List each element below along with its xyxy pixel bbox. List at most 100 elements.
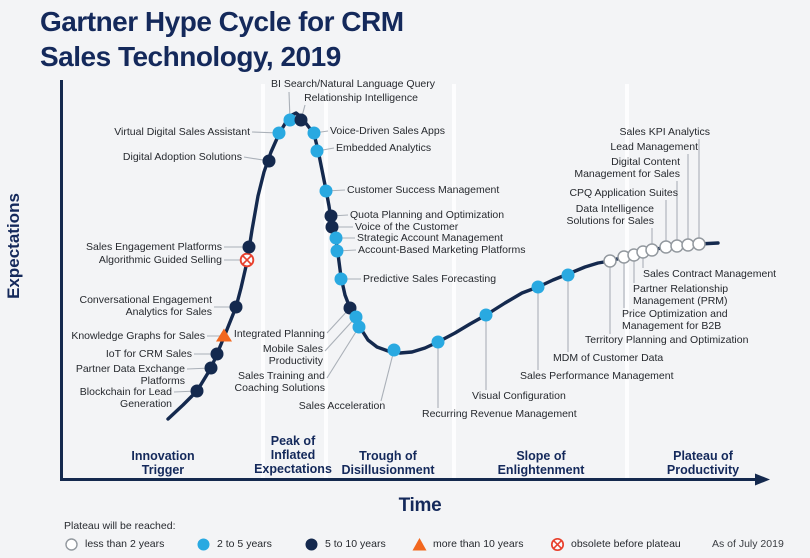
- point-marker-iot-for-crm-sales: [210, 347, 224, 361]
- point-marker-algorithmic-guided-selling: [242, 255, 252, 265]
- leader-line-sales-acceleration: [380, 349, 395, 402]
- point-label-virtual-digital-sales-assistant: Virtual Digital Sales Assistant: [114, 126, 250, 139]
- point-marker-virtual-digital-sales-assistant: [272, 126, 286, 140]
- label-line: Voice of the Customer: [355, 221, 459, 233]
- label-line: Knowledge Graphs for Sales: [71, 330, 205, 342]
- phase-label-line: Innovation: [131, 449, 195, 463]
- legend-marker-triangle-icon: [412, 537, 427, 550]
- label-line: Account-Based Marketing Platforms: [358, 244, 526, 256]
- label-line: Sales Contract Management: [643, 268, 777, 280]
- label-line: Blockchain for Lead: [79, 386, 172, 398]
- point-label-relationship-intelligence: Relationship Intelligence: [304, 92, 418, 105]
- hype-curve: [166, 111, 720, 421]
- label-line: Data Intelligence: [575, 203, 654, 215]
- legend-item-more-than-10-years: more than 10 years: [412, 537, 523, 551]
- phase-divider-3: [452, 84, 456, 478]
- legend-item-label: less than 2 years: [85, 538, 165, 550]
- point-label-territory-planning-and-optimization: Territory Planning and Optimization: [585, 334, 748, 347]
- point-label-customer-success-management: Customer Success Management: [347, 184, 500, 197]
- phase-label-line: Expectations: [254, 462, 332, 476]
- label-line: Digital Content: [611, 156, 680, 168]
- point-label-algorithmic-guided-selling: Algorithmic Guided Selling: [99, 254, 222, 267]
- point-label-integrated-planning: Integrated Planning: [233, 328, 325, 341]
- point-marker-conversational-engagement-analytics-for-sales: [229, 300, 243, 314]
- phase-label-line: Peak of: [270, 434, 316, 448]
- x-axis-label: Time: [398, 495, 442, 516]
- label-line: MDM of Customer Data: [553, 352, 664, 364]
- phase-divider-2: [324, 84, 328, 478]
- phase-label-line: Trough of: [359, 449, 417, 463]
- label-line: Visual Configuration: [472, 390, 566, 402]
- point-marker-predictive-sales-forecasting: [334, 272, 348, 286]
- label-line: Generation: [120, 397, 172, 410]
- label-line: Conversational Engagement: [79, 294, 212, 306]
- point-marker-sales-performance-management: [531, 280, 545, 294]
- legend-marker-obsolete-icon: [550, 537, 565, 551]
- point-label-quota-planning-and-optimization: Quota Planning and Optimization: [350, 209, 505, 222]
- point-marker-account-based-marketing-platforms: [330, 244, 344, 258]
- label-line: Embedded Analytics: [336, 142, 432, 154]
- label-line: Quota Planning and Optimization: [350, 209, 505, 221]
- leader-line-mobile-sales-productivity: [324, 316, 357, 352]
- point-marker-blockchain-for-lead-generation: [190, 384, 204, 398]
- point-label-sales-kpi-analytics: Sales KPI Analytics: [619, 126, 710, 139]
- legend-item-label: obsolete before plateau: [571, 538, 681, 550]
- point-marker-mdm-of-customer-data: [561, 268, 575, 282]
- phase-label-peak-of-inflated-expectations: Peak of Inflated Expectations: [254, 434, 332, 476]
- point-marker-quota-planning-and-optimization: [324, 209, 338, 223]
- point-marker-digital-content-management-for-sales: [670, 239, 684, 253]
- point-label-partner-relationship-management-prm: Partner Relationship Management (PRM): [633, 283, 728, 307]
- chart-title: Gartner Hype Cycle for CRM Sales Technolo…: [40, 4, 404, 74]
- point-label-visual-configuration: Visual Configuration: [472, 390, 566, 403]
- point-label-bi-search-natural-language-query: BI Search/Natural Language Query: [271, 78, 435, 91]
- point-marker-knowledge-graphs-for-sales: [216, 328, 232, 342]
- legend-item-label: 2 to 5 years: [217, 538, 272, 550]
- point-marker-digital-adoption-solutions: [262, 154, 276, 168]
- legend-marker-blue-icon: [197, 538, 210, 550]
- label-line: Coaching Solutions: [234, 381, 325, 394]
- legend-item-label: more than 10 years: [433, 538, 524, 550]
- point-label-sales-engagement-platforms: Sales Engagement Platforms: [86, 241, 222, 254]
- label-line: Voice-Driven Sales Apps: [330, 125, 445, 137]
- label-line: Management for B2B: [622, 319, 722, 332]
- label-line: Relationship Intelligence: [304, 92, 418, 104]
- legend-marker-navy-icon: [305, 538, 318, 550]
- point-label-sales-training-and-coaching-solutions: Sales Training and Coaching Solutions: [234, 370, 325, 394]
- point-marker-mobile-sales-productivity: [349, 310, 363, 324]
- point-label-data-intelligence-solutions-for-sales: Data Intelligence Solutions for Sales: [566, 203, 654, 227]
- phase-label-line: Inflated: [270, 448, 316, 462]
- point-marker-data-intelligence-solutions-for-sales: [645, 243, 659, 257]
- label-line: Integrated Planning: [233, 328, 325, 340]
- label-line: Management for Sales: [574, 167, 680, 180]
- label-line: Partner Data Exchange: [75, 363, 185, 375]
- point-marker-voice-driven-sales-apps: [307, 126, 321, 140]
- chart-title-line2: Sales Technology, 2019: [40, 41, 341, 72]
- label-line: Virtual Digital Sales Assistant: [114, 126, 250, 138]
- label-line: Price Optimization and: [622, 308, 728, 320]
- point-label-strategic-account-management: Strategic Account Management: [357, 232, 503, 245]
- point-label-lead-management: Lead Management: [610, 141, 698, 154]
- phase-label-line: Disillusionment: [341, 463, 435, 477]
- legend-item-obsolete-before-plateau: obsolete before plateau: [550, 537, 681, 551]
- phase-label-trough-of-disillusionment: Trough of Disillusionment: [341, 449, 434, 477]
- legend-item-less-than-2-years: less than 2 years: [64, 537, 164, 551]
- point-label-sales-performance-management: Sales Performance Management: [520, 370, 674, 383]
- point-marker-cpq-application-suites: [659, 240, 673, 254]
- point-marker-relationship-intelligence: [294, 113, 308, 127]
- label-line: Sales KPI Analytics: [619, 126, 710, 138]
- point-marker-bi-search-natural-language-query: [283, 113, 297, 127]
- as-of-date: As of July 2019: [712, 538, 784, 550]
- phase-label-line: Trigger: [141, 463, 185, 477]
- label-line: Customer Success Management: [347, 184, 500, 196]
- label-line: Management (PRM): [633, 294, 728, 307]
- phase-label-slope-of-enlightenment: Slope of Enlightenment: [498, 449, 585, 477]
- phase-divider-1: [261, 84, 265, 478]
- phase-label-line: Slope of: [516, 449, 566, 463]
- point-label-conversational-engagement-analytics-for-sales: Conversational Engagement Analytics for S…: [79, 294, 212, 318]
- label-line: Analytics for Sales: [125, 305, 212, 318]
- y-axis-line: [60, 80, 63, 481]
- point-marker-sales-kpi-analytics: [692, 237, 706, 251]
- x-axis-arrowhead-icon: [755, 473, 770, 486]
